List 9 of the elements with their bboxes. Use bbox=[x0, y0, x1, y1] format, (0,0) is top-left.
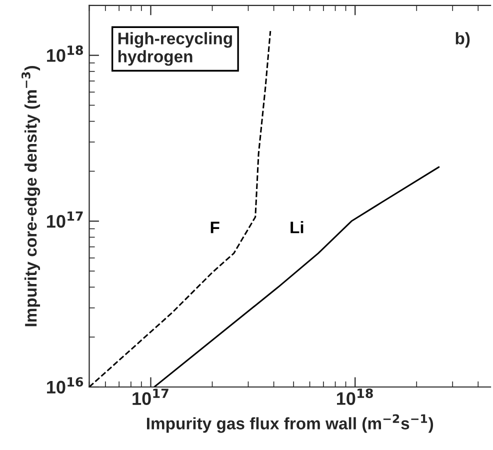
annotation: b) bbox=[456, 32, 470, 48]
y-tick-label: 10$^{18}$ bbox=[47, 45, 83, 62]
y-tick-label: 10$^{17}$ bbox=[47, 211, 83, 228]
x-axis-title: Impurity gas flux from wall (m$^{−2}$s$^{−1}$) bbox=[147, 414, 434, 433]
y-axis-title: Impurity core-edge density (m$^{−3}$) bbox=[22, 66, 40, 326]
y-tick-label: 10$^{16}$ bbox=[47, 377, 84, 394]
annotation: High-recycling hydrogen bbox=[118, 32, 232, 66]
series-label: Li bbox=[290, 221, 304, 234]
series-label: F bbox=[210, 222, 220, 234]
